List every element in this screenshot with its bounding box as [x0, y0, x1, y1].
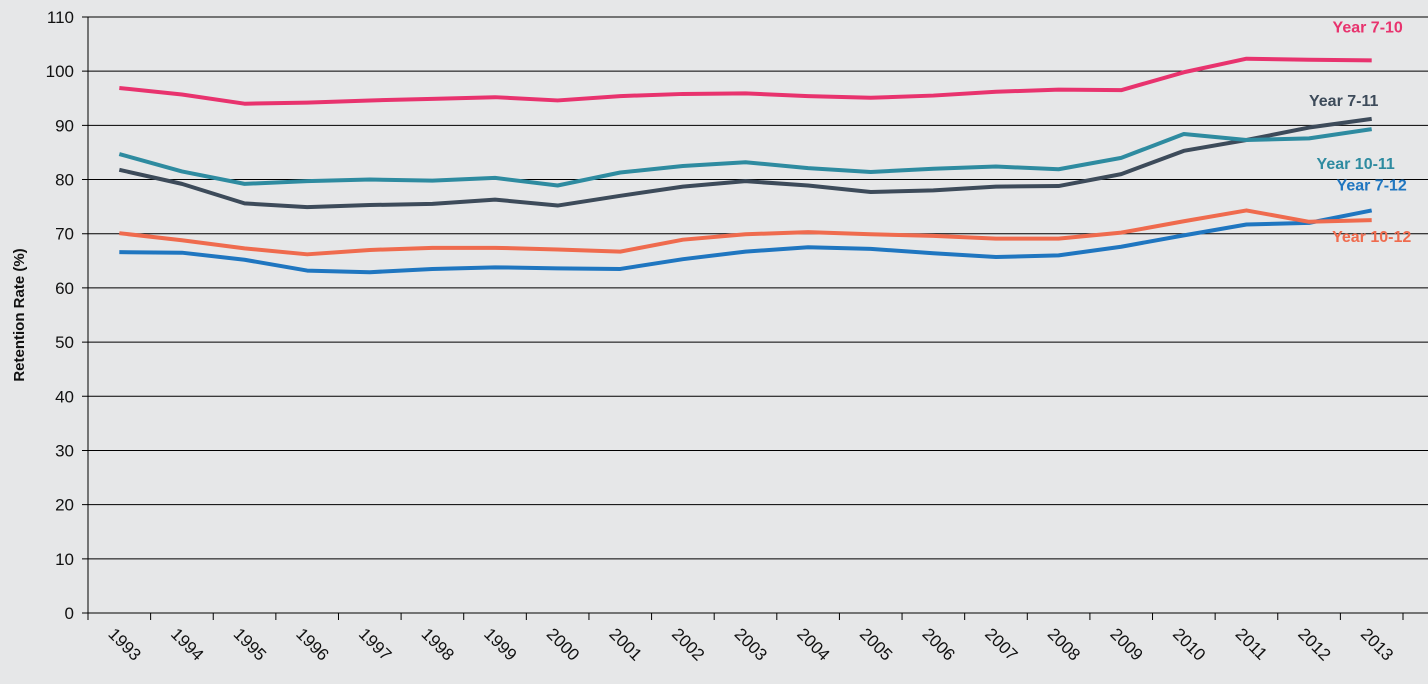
y-tick-label: 90 — [55, 116, 74, 135]
x-tick-label: 1993 — [104, 624, 144, 664]
y-tick-label: 0 — [65, 604, 74, 623]
x-tick-label: 2005 — [856, 624, 896, 664]
y-tick-label: 70 — [55, 225, 74, 244]
series-label: Year 10-12 — [1332, 229, 1411, 246]
series-line — [119, 208, 1372, 257]
x-tick-label: 2002 — [668, 624, 708, 664]
x-tick-label: 2003 — [731, 624, 771, 664]
x-tick-label: 2009 — [1106, 624, 1146, 664]
x-tick-label: 1994 — [167, 624, 207, 664]
x-tick-label: 2008 — [1044, 624, 1084, 664]
y-tick-label: 100 — [46, 62, 74, 81]
series-line — [119, 208, 1373, 275]
x-tick-label: 2007 — [981, 624, 1021, 664]
series-label: Year 10-11 — [1317, 156, 1395, 173]
x-tick-label: 1999 — [480, 624, 520, 664]
x-tick-label: 2006 — [919, 624, 959, 664]
series-label: Year 7-12 — [1337, 177, 1407, 194]
y-tick-label: 10 — [55, 550, 74, 569]
series-label: Year 7-10 — [1333, 19, 1403, 36]
y-tick-label: 80 — [55, 171, 74, 190]
series-line — [118, 116, 1372, 210]
x-tick-label: 1998 — [418, 624, 458, 664]
x-tick-label: 2010 — [1169, 624, 1209, 664]
x-tick-label: 2000 — [543, 624, 583, 664]
x-tick-label: 2011 — [1232, 624, 1271, 663]
x-tick-label: 2001 — [605, 624, 645, 664]
y-tick-label: 30 — [55, 441, 74, 460]
x-tick-label: 2013 — [1357, 624, 1397, 664]
y-tick-label: 40 — [55, 387, 74, 406]
x-tick-label: 1997 — [355, 624, 395, 664]
y-axis-title: Retention Rate (%) — [11, 248, 28, 381]
y-tick-label: 60 — [55, 279, 74, 298]
x-tick-label: 2012 — [1294, 624, 1334, 664]
x-tick-label: 2004 — [793, 624, 833, 664]
y-tick-label: 110 — [47, 8, 74, 27]
y-tick-label: 20 — [55, 496, 74, 515]
x-tick-label: 1995 — [230, 624, 270, 664]
x-tick-label: 1996 — [292, 624, 332, 664]
series-line — [118, 127, 1372, 188]
y-tick-label: 50 — [55, 333, 74, 352]
series-label: Year 7-11 — [1309, 93, 1379, 110]
series-line — [119, 56, 1372, 106]
